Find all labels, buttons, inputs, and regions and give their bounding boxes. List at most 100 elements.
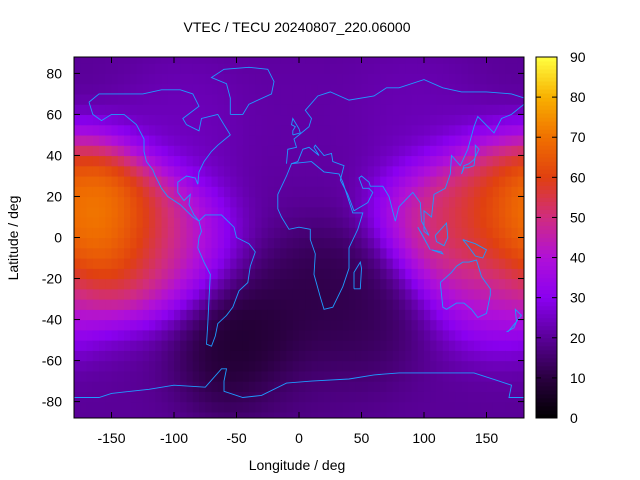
heatmap-cell bbox=[261, 114, 269, 126]
heatmap-cell bbox=[355, 350, 363, 362]
heatmap-cell bbox=[161, 401, 169, 413]
heatmap-cell bbox=[99, 288, 106, 300]
heatmap-cell bbox=[336, 360, 344, 372]
heatmap-cell bbox=[92, 237, 100, 249]
heatmap-cell bbox=[255, 381, 263, 392]
heatmap-cell bbox=[386, 288, 394, 300]
heatmap-cell bbox=[167, 227, 175, 239]
heatmap-cell bbox=[355, 73, 363, 85]
colorbar-segment bbox=[536, 177, 557, 182]
heatmap-cell bbox=[405, 227, 413, 239]
heatmap-cell bbox=[192, 411, 200, 418]
heatmap-cell bbox=[324, 370, 331, 382]
heatmap-cell bbox=[136, 104, 144, 116]
heatmap-cell bbox=[461, 216, 469, 228]
heatmap-cell bbox=[105, 93, 113, 105]
heatmap-cell bbox=[386, 165, 394, 177]
heatmap-cell bbox=[517, 278, 524, 290]
coastline bbox=[439, 259, 491, 319]
heatmap-cell bbox=[317, 247, 325, 259]
heatmap-cell bbox=[392, 93, 400, 105]
heatmap-cell bbox=[492, 411, 500, 418]
heatmap-cell bbox=[280, 104, 288, 116]
heatmap-cell bbox=[292, 268, 300, 280]
heatmap-cell bbox=[380, 155, 388, 167]
heatmap-cell bbox=[305, 206, 313, 218]
heatmap-cell bbox=[411, 57, 419, 64]
heatmap-cell bbox=[455, 401, 463, 413]
heatmap-cell bbox=[517, 411, 524, 418]
heatmap-cell bbox=[499, 186, 506, 198]
heatmap-cell bbox=[74, 134, 81, 146]
heatmap-cell bbox=[449, 124, 456, 136]
heatmap-cell bbox=[461, 206, 469, 218]
heatmap-cell bbox=[405, 309, 413, 321]
heatmap-cell bbox=[449, 206, 456, 218]
heatmap-cell bbox=[230, 206, 238, 218]
colorbar-segment bbox=[536, 337, 557, 343]
heatmap-cell bbox=[436, 288, 444, 300]
heatmap-cell bbox=[124, 401, 131, 413]
heatmap-cell bbox=[230, 73, 238, 85]
heatmap-cell bbox=[111, 114, 119, 126]
heatmap-cell bbox=[92, 391, 100, 403]
heatmap-cell bbox=[167, 360, 175, 372]
heatmap-cell bbox=[161, 73, 169, 85]
heatmap-cell bbox=[236, 63, 244, 75]
heatmap-cell bbox=[474, 350, 481, 362]
colorbar-segment bbox=[536, 217, 557, 222]
heatmap-cell bbox=[499, 206, 506, 218]
heatmap-cell bbox=[74, 381, 81, 392]
heatmap-cell bbox=[505, 227, 513, 239]
heatmap-cell bbox=[167, 165, 175, 177]
heatmap-cell bbox=[442, 216, 450, 228]
heatmap-cell bbox=[480, 196, 488, 208]
heatmap-cell bbox=[499, 237, 506, 249]
heatmap-cell bbox=[367, 268, 375, 280]
heatmap-cell bbox=[286, 309, 294, 321]
heatmap-cell bbox=[349, 309, 356, 321]
heatmap-cell bbox=[280, 370, 288, 382]
heatmap-cell bbox=[80, 268, 88, 280]
y-tick-label: 20 bbox=[46, 188, 62, 204]
heatmap-cell bbox=[430, 319, 438, 331]
heatmap-cell bbox=[117, 124, 125, 136]
heatmap-cell bbox=[249, 186, 256, 198]
heatmap-cell bbox=[111, 391, 119, 403]
heatmap-cell bbox=[211, 227, 219, 239]
heatmap-cell bbox=[224, 411, 231, 418]
heatmap-cell bbox=[111, 350, 119, 362]
heatmap-cell bbox=[499, 309, 506, 321]
heatmap-cell bbox=[192, 57, 200, 64]
heatmap-cell bbox=[149, 57, 156, 64]
heatmap-cell bbox=[349, 196, 356, 208]
heatmap-cell bbox=[105, 350, 113, 362]
heatmap-cell bbox=[367, 360, 375, 372]
heatmap-cell bbox=[480, 237, 488, 249]
heatmap-cell bbox=[124, 278, 131, 290]
heatmap-cell bbox=[517, 350, 524, 362]
heatmap-cell bbox=[486, 63, 494, 75]
heatmap-cell bbox=[74, 63, 81, 75]
heatmap-cell bbox=[117, 319, 125, 331]
heatmap-cell bbox=[286, 268, 294, 280]
heatmap-cell bbox=[149, 247, 156, 259]
heatmap-cell bbox=[174, 329, 181, 341]
heatmap-cell bbox=[324, 227, 331, 239]
heatmap-cell bbox=[436, 155, 444, 167]
heatmap-cell bbox=[480, 206, 488, 218]
heatmap-cell bbox=[461, 309, 469, 321]
heatmap-cell bbox=[424, 186, 431, 198]
heatmap-cell bbox=[230, 258, 238, 269]
heatmap-cell bbox=[442, 319, 450, 331]
heatmap-cell bbox=[86, 186, 94, 198]
heatmap-cell bbox=[149, 196, 156, 208]
y-tick-label: -60 bbox=[42, 353, 62, 369]
heatmap-cell bbox=[92, 247, 100, 259]
heatmap-cell bbox=[467, 175, 475, 187]
heatmap-cell bbox=[186, 83, 194, 95]
heatmap-cell bbox=[436, 206, 444, 218]
heatmap-cell bbox=[249, 288, 256, 300]
heatmap-cell bbox=[280, 134, 288, 146]
heatmap-cell bbox=[317, 381, 325, 392]
